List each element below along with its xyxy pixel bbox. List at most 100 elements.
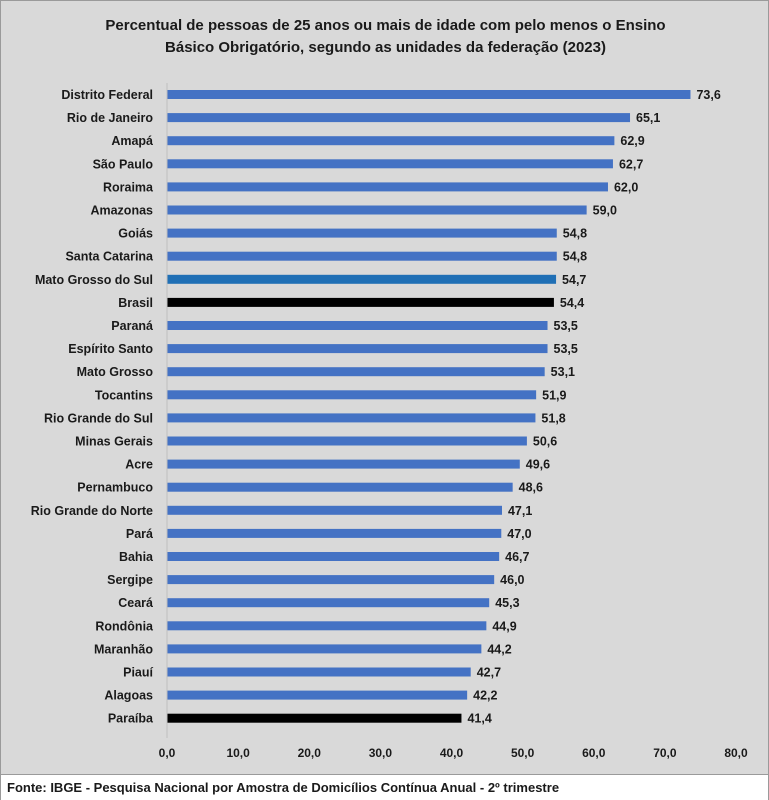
bar-amapa <box>167 136 615 146</box>
x-tick-label-40: 40,0 <box>440 746 464 760</box>
bar-ceara <box>167 598 490 608</box>
bar-acre <box>167 459 520 469</box>
category-label-amapa: Amapá <box>111 134 153 148</box>
chart-title: Percentual de pessoas de 25 anos ou mais… <box>1 15 769 59</box>
bar-paraiba <box>167 713 462 723</box>
value-label-para: 47,0 <box>507 527 531 541</box>
category-label-piaui: Piauí <box>123 666 153 680</box>
value-label-ceara: 45,3 <box>495 596 519 610</box>
value-label-piaui: 42,7 <box>477 666 501 680</box>
value-label-sergipe: 46,0 <box>500 573 524 587</box>
bar-rio-grande-do-sul <box>167 413 536 423</box>
x-tick-label-80: 80,0 <box>724 746 748 760</box>
value-label-brasil: 54,4 <box>560 296 584 310</box>
value-label-minas-gerais: 50,6 <box>533 435 557 449</box>
category-label-roraima: Roraima <box>103 180 154 194</box>
bar-sao-paulo <box>167 159 613 169</box>
category-label-goias: Goiás <box>118 227 153 241</box>
value-label-santa-catarina: 54,8 <box>563 250 587 264</box>
category-label-amazonas: Amazonas <box>90 204 153 218</box>
value-label-espirito-santo: 53,5 <box>554 342 578 356</box>
category-label-minas-gerais: Minas Gerais <box>75 435 153 449</box>
value-label-bahia: 46,7 <box>505 550 529 564</box>
category-label-sao-paulo: São Paulo <box>93 157 154 171</box>
category-label-paraiba: Paraíba <box>108 712 154 726</box>
source-note: Fonte: IBGE - Pesquisa Nacional por Amos… <box>7 780 560 795</box>
chart-title-line-1: Percentual de pessoas de 25 anos ou mais… <box>105 17 666 34</box>
category-label-ceara: Ceará <box>118 596 153 610</box>
category-label-pernambuco: Pernambuco <box>77 481 153 495</box>
category-label-bahia: Bahia <box>119 550 154 564</box>
value-label-mato-grosso-do-sul: 54,7 <box>562 273 586 287</box>
bar-brasil <box>167 297 554 307</box>
x-tick-label-70: 70,0 <box>653 746 677 760</box>
category-label-santa-catarina: Santa Catarina <box>65 250 154 264</box>
category-label-rondonia: Rondônia <box>95 619 154 633</box>
category-label-brasil: Brasil <box>118 296 153 310</box>
bar-goias <box>167 228 557 238</box>
value-label-roraima: 62,0 <box>614 180 638 194</box>
category-labels-group: Distrito Federal Rio de Janeiro Amapá São P… <box>31 88 154 726</box>
category-label-acre: Acre <box>125 458 153 472</box>
value-label-amapa: 62,9 <box>620 134 644 148</box>
bar-pernambuco <box>167 482 513 492</box>
bar-alagoas <box>167 690 468 700</box>
bar-sergipe <box>167 575 495 585</box>
bar-rio-de-janeiro <box>167 113 631 123</box>
value-label-mato-grosso: 53,1 <box>551 365 575 379</box>
category-label-rio-grande-do-norte: Rio Grande do Norte <box>31 504 153 518</box>
chart-title-line-2: Básico Obrigatório, segundo as unidades … <box>165 39 606 56</box>
category-label-sergipe: Sergipe <box>107 573 153 587</box>
value-label-rio-de-janeiro: 65,1 <box>636 111 660 125</box>
category-label-mato-grosso: Mato Grosso <box>77 365 154 379</box>
value-label-parana: 53,5 <box>554 319 578 333</box>
value-label-maranhao: 44,2 <box>487 642 511 656</box>
bar-mato-grosso-do-sul <box>167 274 557 284</box>
bar-espirito-santo <box>167 344 548 354</box>
bar-piaui <box>167 667 471 677</box>
bar-distrito-federal <box>167 90 691 99</box>
value-label-goias: 54,8 <box>563 227 587 241</box>
category-label-parana: Paraná <box>111 319 153 333</box>
category-label-espirito-santo: Espírito Santo <box>68 342 153 356</box>
category-label-rio-de-janeiro: Rio de Janeiro <box>67 111 153 125</box>
category-label-maranhao: Maranhão <box>94 642 153 656</box>
value-label-tocantins: 51,9 <box>542 388 566 402</box>
category-label-para: Pará <box>126 527 153 541</box>
bar-para <box>167 528 502 538</box>
bar-roraima <box>167 182 608 192</box>
value-label-sao-paulo: 62,7 <box>619 157 643 171</box>
bar-santa-catarina <box>167 251 557 261</box>
x-tick-label-60: 60,0 <box>582 746 606 760</box>
bars-group <box>167 90 691 723</box>
bar-chart: Distrito Federal Rio de Janeiro Amapá São P… <box>31 83 748 760</box>
bar-amazonas <box>167 205 587 215</box>
value-label-alagoas: 42,2 <box>473 689 497 703</box>
bar-tocantins <box>167 390 537 400</box>
category-label-alagoas: Alagoas <box>104 689 153 703</box>
value-label-rio-grande-do-sul: 51,8 <box>541 411 565 425</box>
value-label-rio-grande-do-norte: 47,1 <box>508 504 532 518</box>
category-label-tocantins: Tocantins <box>95 388 153 402</box>
x-tick-label-0: 0,0 <box>159 746 176 760</box>
bar-bahia <box>167 552 500 561</box>
category-label-rio-grande-do-sul: Rio Grande do Sul <box>44 411 153 425</box>
bar-mato-grosso <box>167 367 545 377</box>
x-axis: 0,0 10,0 20,0 30,0 40,0 50,0 60,0 70,0 80,0 <box>159 83 748 760</box>
bar-parana <box>167 321 548 330</box>
value-label-amazonas: 59,0 <box>593 204 617 218</box>
value-label-rondonia: 44,9 <box>492 619 516 633</box>
x-tick-label-20: 20,0 <box>298 746 322 760</box>
value-labels-group: 73,6 65,1 62,9 62,7 62,0 59,0 54,8 54,8 54,7 54,4… <box>467 88 720 726</box>
bar-maranhao <box>167 644 482 654</box>
x-tick-label-30: 30,0 <box>369 746 393 760</box>
bar-rio-grande-do-norte <box>167 505 502 515</box>
bar-minas-gerais <box>167 436 527 446</box>
value-label-distrito-federal: 73,6 <box>696 88 720 102</box>
x-tick-label-50: 50,0 <box>511 746 535 760</box>
value-label-acre: 49,6 <box>526 458 550 472</box>
source-bar: Fonte: IBGE - Pesquisa Nacional por Amos… <box>1 774 768 800</box>
category-label-distrito-federal: Distrito Federal <box>61 88 153 102</box>
x-tick-label-10: 10,0 <box>226 746 250 760</box>
